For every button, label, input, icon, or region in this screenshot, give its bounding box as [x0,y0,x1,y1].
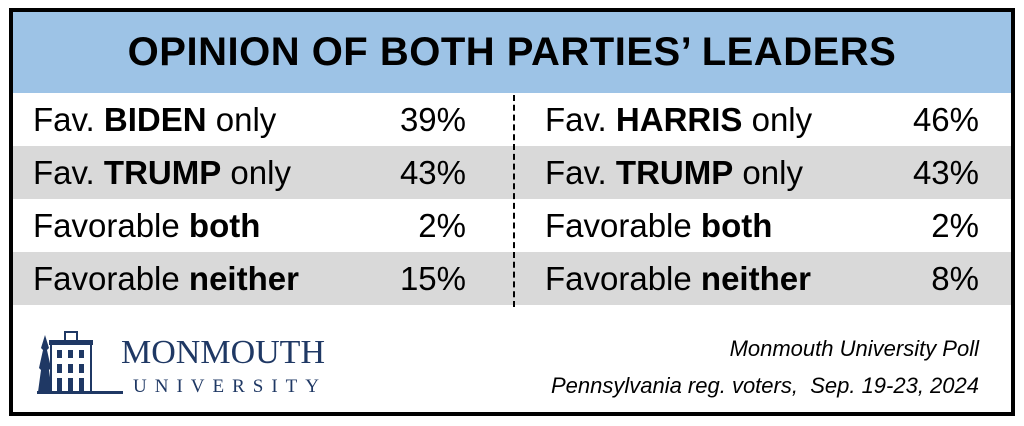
building-icon: MONMOUTH UNIVERSITY [37,331,327,397]
logo-subtitle: UNIVERSITY [133,376,327,397]
row-label: Fav. BIDEN only [33,93,276,146]
row-value: 2% [931,207,979,244]
row-value: 15% [399,260,466,297]
row-value: 39% [399,101,466,138]
source-credit: Monmouth University Poll Pennsylvania re… [551,330,979,404]
label-bold: TRUMP [103,154,222,191]
row-label: Fav. TRUMP only [33,146,291,199]
title-band: OPINION OF BOTH PARTIES’ LEADERS [13,12,1011,93]
label-prefix: Fav. [33,154,104,191]
table-row: Favorable neither 15% Favorable neither 8% [13,252,1011,305]
row-value: 8% [931,260,979,297]
label-suffix: only [206,101,277,138]
label-bold: both [700,207,773,244]
monmouth-logo: MONMOUTH UNIVERSITY [35,330,335,400]
row-value: 43% [399,154,466,191]
label-bold: HARRIS [615,101,743,138]
row-value: 43% [912,154,979,191]
poll-graphic: OPINION OF BOTH PARTIES’ LEADERS Fav. BI… [9,8,1015,416]
label-prefix: Fav. [545,101,616,138]
credit-poll-name: Monmouth University Poll [729,336,979,361]
label-prefix: Fav. [33,101,104,138]
table-row: Favorable both 2% Favorable both 2% [13,199,1011,252]
dashed-divider [513,95,515,307]
label-prefix: Favorable [33,260,189,297]
label-bold: neither [700,260,811,297]
row-label: Fav. HARRIS only [545,93,812,146]
credit-sample: Pennsylvania reg. voters, Sep. 19-23, 20… [550,373,979,398]
row-label: Fav. TRUMP only [545,146,803,199]
chart-title: OPINION OF BOTH PARTIES’ LEADERS [127,30,897,74]
label-suffix: only [742,101,813,138]
label-bold: BIDEN [103,101,207,138]
label-prefix: Fav. [545,154,616,191]
row-label: Favorable neither [545,252,811,305]
label-bold: TRUMP [615,154,734,191]
row-label: Favorable both [33,199,260,252]
table-row: Fav. BIDEN only 39% Fav. HARRIS only 46% [13,93,1011,146]
label-bold: neither [188,260,299,297]
row-value: 2% [418,207,466,244]
label-suffix: only [221,154,291,191]
logo-wordmark: MONMOUTH [121,334,325,371]
row-label: Favorable both [545,199,772,252]
row-value: 46% [912,101,979,138]
row-label: Favorable neither [33,252,299,305]
label-bold: both [188,207,261,244]
table-row: Fav. TRUMP only 43% Fav. TRUMP only 43% [13,146,1011,199]
label-suffix: only [733,154,803,191]
label-prefix: Favorable [33,207,189,244]
label-prefix: Favorable [545,260,701,297]
label-prefix: Favorable [545,207,701,244]
